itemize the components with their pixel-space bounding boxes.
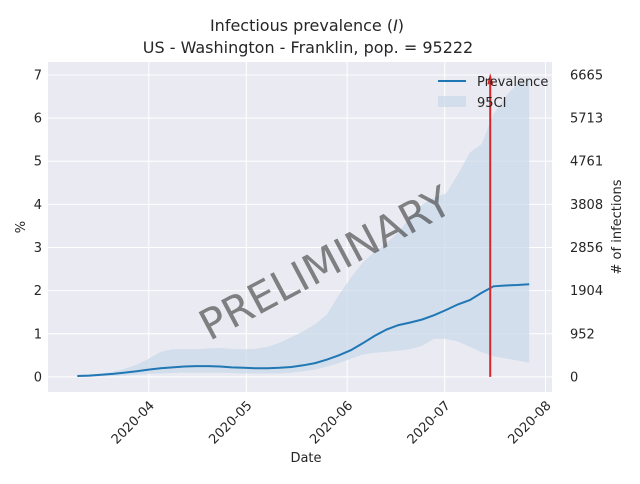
ci-band	[77, 79, 530, 377]
legend-prevalence-label: Prevalence	[477, 75, 548, 90]
y-axis-label: %	[14, 221, 29, 233]
y-tick-label: 6	[34, 112, 42, 127]
x-tick-label: 2020-08	[506, 398, 555, 447]
y-right-tick-label: 5713	[570, 112, 603, 127]
marker-arrowhead	[487, 73, 494, 85]
y-tick-label: 0	[34, 370, 42, 385]
chart-subtitle: US - Washington - Franklin, pop. = 95222	[143, 38, 473, 57]
band-layer	[77, 79, 530, 377]
y-right-tick-label: 3808	[570, 198, 603, 213]
y-tick-label: 7	[34, 68, 42, 83]
legend-ci-swatch	[438, 96, 466, 107]
line-layer	[77, 283, 530, 377]
y-tick-label: 2	[34, 284, 42, 299]
chart-title: Infectious prevalence (I)	[210, 16, 404, 35]
y-right-tick-label: 2856	[570, 241, 603, 256]
x-tick-label: 2020-07	[405, 398, 454, 447]
x-tick-labels: 2020-04 2020-05 2020-06 2020-07 2020-08	[109, 398, 555, 447]
y-right-axis-label: # of infections	[610, 179, 625, 274]
y-tick-label: 1	[34, 327, 42, 342]
y-tick-label: 4	[34, 198, 42, 213]
y-right-tick-label: 4761	[570, 155, 603, 170]
y-right-tick-labels: 0 952 1904 2856 3808 4761 5713 6665	[570, 68, 603, 385]
y-right-tick-label: 952	[570, 327, 595, 342]
chart-title-prefix: Infectious prevalence (	[210, 16, 393, 35]
y-right-tick-label: 1904	[570, 284, 603, 299]
y-tick-labels: 0 1 2 3 4 5 6 7	[34, 68, 42, 385]
y-right-tick-label: 0	[570, 370, 578, 385]
y-tick-label: 3	[34, 241, 42, 256]
y-tick-label: 5	[34, 155, 42, 170]
x-tick-label: 2020-05	[206, 398, 255, 447]
marker-layer	[487, 73, 494, 377]
x-tick-label: 2020-06	[307, 398, 356, 447]
x-axis-label: Date	[290, 451, 321, 466]
prevalence-line	[77, 283, 530, 377]
chart-title-variable: I	[393, 16, 398, 35]
legend: Prevalence 95CI	[438, 75, 548, 111]
chart-title-suffix: )	[398, 16, 404, 35]
x-tick-label: 2020-04	[109, 398, 158, 447]
y-right-tick-label: 6665	[570, 68, 603, 83]
legend-ci-label: 95CI	[477, 96, 506, 111]
